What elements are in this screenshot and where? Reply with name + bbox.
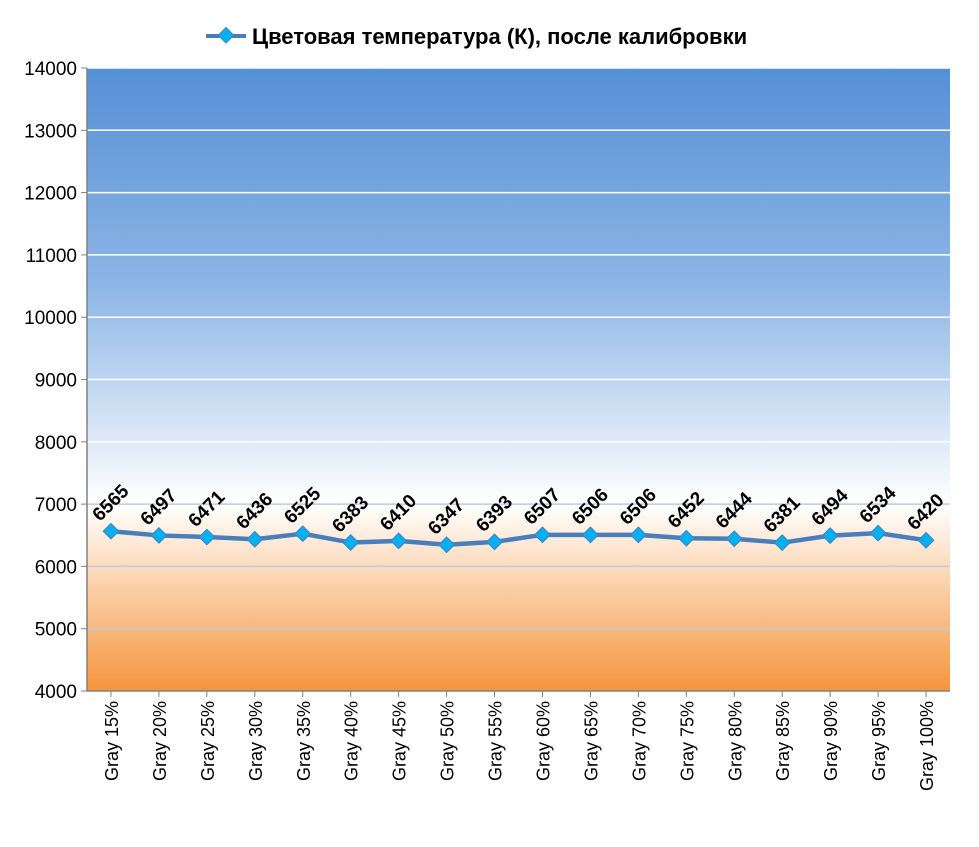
data-point: [102, 522, 120, 540]
x-tick-label: Gray 75%: [677, 701, 697, 781]
legend-label: Цветовая температура (К), после калибров…: [252, 24, 747, 49]
data-point: [390, 532, 408, 550]
x-tick-label: Gray 15%: [102, 701, 122, 781]
data-point: [342, 534, 360, 552]
data-point: [869, 524, 887, 542]
data-point: [486, 533, 504, 551]
y-tick-label: 12000: [24, 184, 77, 205]
x-tick-label: Gray 55%: [486, 701, 506, 781]
data-point: [533, 526, 551, 544]
data-point: [677, 529, 695, 547]
data-point: [198, 528, 216, 546]
x-tick-label: Gray 85%: [773, 701, 793, 781]
data-point: [438, 536, 456, 554]
legend-marker: [217, 26, 235, 44]
y-tick-label: 6000: [35, 557, 77, 578]
x-tick-label: Gray 100%: [917, 701, 937, 791]
x-tick-label: Gray 40%: [342, 701, 362, 781]
x-tick-label: Gray 70%: [629, 701, 649, 781]
y-tick-label: 7000: [35, 495, 77, 516]
x-tick-label: Gray 45%: [390, 701, 410, 781]
data-point: [150, 526, 168, 544]
x-tick-label: Gray 60%: [533, 701, 553, 781]
y-tick-label: 5000: [35, 620, 77, 641]
x-tick-label: Gray 65%: [581, 701, 601, 781]
y-tick-label: 10000: [24, 308, 77, 329]
data-point: [917, 531, 935, 549]
data-point: [773, 534, 791, 552]
x-tick-label: Gray 50%: [438, 701, 458, 781]
x-tick-label: Gray 25%: [198, 701, 218, 781]
y-tick-label: 13000: [24, 121, 77, 142]
data-point: [821, 527, 839, 545]
data-point: [629, 526, 647, 544]
data-point: [725, 530, 743, 548]
x-tick-label: Gray 20%: [150, 701, 170, 781]
x-tick-label: Gray 80%: [725, 701, 745, 781]
y-tick-label: 11000: [26, 246, 77, 267]
x-tick-label: Gray 95%: [869, 701, 889, 781]
y-tick-label: 9000: [35, 371, 77, 392]
data-point: [246, 530, 264, 548]
x-tick-label: Gray 35%: [294, 701, 314, 781]
y-tick-label: 8000: [35, 433, 77, 454]
x-tick-label: Gray 30%: [246, 701, 266, 781]
legend: Цветовая температура (К), после калибров…: [206, 24, 747, 49]
data-point: [581, 526, 599, 544]
y-tick-label: 14000: [24, 59, 77, 80]
y-tick-label: 4000: [35, 682, 77, 703]
data-point: [294, 525, 312, 543]
x-tick-label: Gray 90%: [821, 701, 841, 781]
